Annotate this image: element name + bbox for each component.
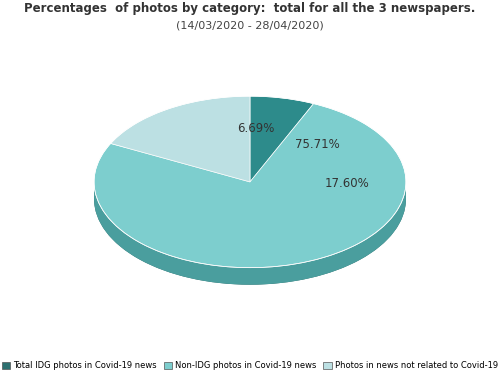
Polygon shape bbox=[94, 182, 406, 285]
Ellipse shape bbox=[94, 113, 406, 285]
Text: 75.71%: 75.71% bbox=[296, 138, 340, 150]
Polygon shape bbox=[94, 104, 406, 268]
Legend: Total IDG photos in Covid-19 news, Non-IDG photos in Covid-19 news, Photos in ne: Total IDG photos in Covid-19 news, Non-I… bbox=[0, 358, 500, 374]
Polygon shape bbox=[110, 96, 250, 182]
Text: (14/03/2020 - 28/04/2020): (14/03/2020 - 28/04/2020) bbox=[176, 21, 324, 31]
Polygon shape bbox=[250, 96, 314, 182]
Text: 6.69%: 6.69% bbox=[237, 122, 275, 135]
Text: Percentages  of photos by category:  total for all the 3 newspapers.: Percentages of photos by category: total… bbox=[24, 2, 475, 15]
Text: 17.60%: 17.60% bbox=[324, 177, 369, 189]
